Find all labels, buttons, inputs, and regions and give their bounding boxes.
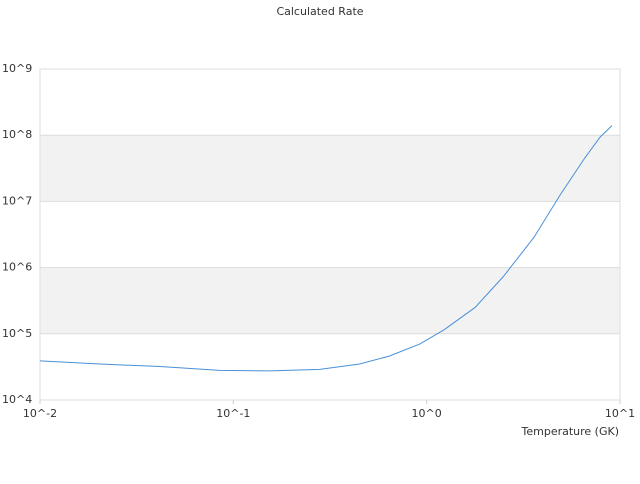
- plot-frame: [39, 68, 621, 401]
- x-tick-label: 10^-2: [23, 407, 57, 420]
- y-tick-label: 10^5: [2, 327, 32, 340]
- y-tick-label: 10^6: [2, 261, 32, 274]
- x-axis-label: Temperature (GK): [521, 425, 620, 438]
- y-tick-label: 10^8: [2, 128, 32, 141]
- grid-band: [40, 135, 620, 202]
- y-tick-label: 10^9: [2, 62, 32, 75]
- chart-title: Calculated Rate: [276, 5, 363, 18]
- x-tick-label: 10^0: [412, 407, 442, 420]
- line: [39, 125, 613, 372]
- grid-band: [40, 267, 620, 334]
- y-tick-label: 10^4: [2, 393, 32, 406]
- x-tick-label: 10^-1: [216, 407, 250, 420]
- x-tick-label: 10^1: [605, 407, 635, 420]
- y-tick-label: 10^7: [2, 194, 32, 207]
